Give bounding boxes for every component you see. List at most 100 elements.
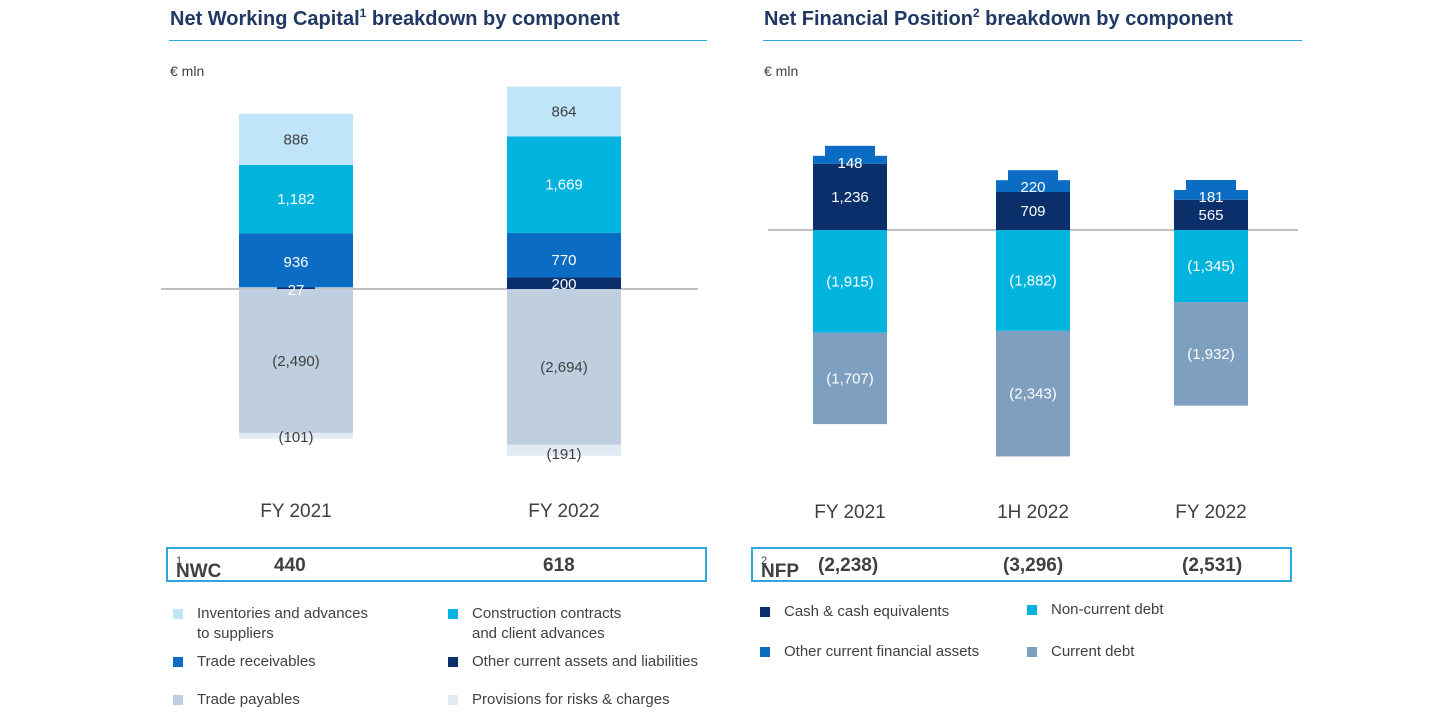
nfp-summary-label-footnote: 2 — [761, 555, 768, 567]
legend-swatch-icon — [448, 609, 458, 619]
data-label-cash-cash-equivalents: 565 — [1198, 207, 1223, 224]
category-label-fy-2021: FY 2021 — [814, 502, 885, 523]
nfp-summary-label-text: NFP — [761, 561, 799, 582]
nwc-panel: Net Working Capital1 breakdown by compon… — [161, 6, 707, 708]
bar-segment-non-current-debt — [813, 230, 887, 333]
nwc-legend-label: Inventories and advances to suppliers — [197, 604, 368, 644]
bar-segment-inventories-and-advances-to-suppliers — [507, 86, 621, 137]
data-label-inventories-and-advances-to-suppliers: 864 — [551, 103, 576, 120]
nwc-summary-label: NWC 1 — [176, 555, 221, 582]
bar-segment-other-current-financial-assets — [1174, 190, 1248, 200]
legend-line-2: and client advances — [472, 625, 605, 642]
nwc-summary-label-footnote: 1 — [176, 555, 183, 567]
bar-segment-trade-receivables — [239, 233, 353, 288]
nwc-summary-label-text: NWC — [176, 561, 222, 582]
bar-segment-other-current-financial-assets — [996, 180, 1070, 192]
nwc-title-rule — [169, 40, 707, 41]
data-label-other-current-financial-assets: 220 — [1020, 179, 1045, 196]
bar-segment-trade-payables — [507, 289, 621, 445]
nfp-summary-value-1h2022: (3,296) — [1003, 555, 1064, 576]
data-label-provisions-for-risks-charges: (101) — [278, 429, 313, 446]
nwc-chart-title: Net Working Capital1 breakdown by compon… — [170, 6, 620, 31]
legend-swatch-icon — [1027, 647, 1037, 657]
bar-segment-tab-other-current-financial-assets — [825, 145, 875, 162]
data-label-cash-cash-equivalents: 1,236 — [831, 189, 869, 206]
nwc-title-suffix: breakdown by component — [366, 8, 620, 30]
bar-segment-other-current-assets-and-liabilities — [507, 277, 621, 289]
bar-segment-current-debt — [813, 332, 887, 425]
legend-line-1: Inventories and advances — [197, 605, 368, 622]
legend-swatch-icon — [173, 609, 183, 619]
nwc-title-text: Net Working Capital — [170, 8, 360, 30]
bar-segment-construction-contracts-and-client-advances — [239, 165, 353, 234]
bar-segment-provisions-for-risks-charges — [507, 444, 621, 456]
data-label-trade-receivables: 770 — [551, 252, 576, 269]
nfp-legend-label: Other current financial assets — [784, 643, 980, 660]
nfp-stacked-bar-chart: 1,236 148 (1,915) (1,707) FY 2021 709 220 (1,88… — [768, 145, 1298, 523]
nfp-title-text: Net Financial Position — [764, 8, 973, 30]
nfp-chart-title: Net Financial Position2 breakdown by com… — [764, 6, 1233, 31]
bar-segment-provisions-for-risks-charges — [239, 432, 353, 439]
nfp-summary-box: NFP 2 (2,238) (3,296) (2,531) — [751, 547, 1292, 582]
nwc-legend-label: Provisions for risks & charges — [472, 691, 670, 708]
bar-segment-inventories-and-advances-to-suppliers — [239, 113, 353, 166]
data-label-non-current-debt: (1,915) — [826, 273, 874, 290]
data-label-non-current-debt: (1,882) — [1009, 272, 1057, 289]
nwc-summary-value-fy2022: 618 — [543, 555, 575, 576]
data-label-provisions-for-risks-charges: (191) — [546, 446, 581, 463]
bar-segment-cash-cash-equivalents — [1174, 199, 1248, 230]
nwc-legend-label: Trade payables — [197, 691, 300, 708]
nfp-title-rule — [763, 40, 1302, 41]
legend-line-2: to suppliers — [197, 625, 274, 642]
nfp-unit-label: € mln — [764, 63, 799, 79]
nfp-panel: Net Financial Position2 breakdown by com… — [720, 0, 1440, 723]
data-label-non-current-debt: (1,345) — [1187, 258, 1235, 275]
bar-segment-trade-payables — [239, 289, 353, 433]
data-label-other-current-assets-and-liabilities: 200 — [551, 276, 576, 293]
bar-segment-cash-cash-equivalents — [813, 163, 887, 230]
legend-swatch-icon — [448, 657, 458, 667]
legend-swatch-icon — [173, 657, 183, 667]
legend-swatch-icon — [173, 695, 183, 705]
category-label-fy-2022: FY 2022 — [528, 501, 599, 522]
nfp-legend-label: Non-current debt — [1051, 601, 1164, 618]
bar-segment-non-current-debt — [996, 230, 1070, 331]
bar-segment-trade-receivables — [507, 232, 621, 278]
data-label-current-debt: (2,343) — [1009, 386, 1057, 403]
bar-segment-non-current-debt — [1174, 230, 1248, 303]
bar-segment-current-debt — [1174, 302, 1248, 406]
legend-line-1: Construction contracts — [472, 605, 622, 622]
nwc-summary-value-fy2021: 440 — [274, 555, 306, 576]
nfp-legend-label: Current debt — [1051, 643, 1135, 660]
category-label-fy-2021: FY 2021 — [260, 501, 331, 522]
nwc-stacked-bar-chart: 27 936 1,182 886 (2,490) (101) FY 2021 200 770 1,… — [161, 86, 698, 522]
bar-segment-cash-cash-equivalents — [996, 191, 1070, 230]
data-label-cash-cash-equivalents: 709 — [1020, 203, 1045, 220]
data-label-inventories-and-advances-to-suppliers: 886 — [283, 131, 308, 148]
nwc-legend-label: Construction contracts and client advance… — [472, 604, 621, 644]
legend-swatch-icon — [760, 647, 770, 657]
category-label-fy-2022: FY 2022 — [1175, 502, 1246, 523]
data-label-trade-payables: (2,694) — [540, 359, 588, 376]
data-label-trade-receivables: 936 — [283, 254, 308, 271]
bar-segment-construction-contracts-and-client-advances — [507, 136, 621, 233]
data-label-other-current-assets-and-liabilities: 27 — [288, 282, 305, 299]
nfp-summary-value-fy2021: (2,238) — [818, 555, 879, 576]
legend-swatch-icon — [448, 695, 458, 705]
data-label-other-current-financial-assets: 148 — [837, 155, 862, 172]
category-label-1h-2022: 1H 2022 — [997, 502, 1069, 523]
nwc-unit-label: € mln — [170, 63, 205, 79]
nwc-title-footnote: 1 — [359, 6, 367, 20]
nwc-legend-label: Other current assets and liabilities — [472, 653, 698, 670]
legend-swatch-icon — [760, 607, 770, 617]
data-label-construction-contracts-and-client-advances: 1,182 — [277, 191, 315, 208]
nwc-summary-box: NWC 1 440 618 — [166, 547, 707, 582]
data-label-trade-payables: (2,490) — [272, 353, 320, 370]
nfp-legend-label: Cash & cash equivalents — [784, 603, 950, 620]
data-label-current-debt: (1,932) — [1187, 346, 1235, 363]
nfp-title-footnote: 2 — [972, 6, 980, 20]
data-label-current-debt: (1,707) — [826, 370, 874, 387]
nfp-summary-label: NFP 2 — [761, 555, 799, 582]
bar-segment-current-debt — [996, 330, 1070, 457]
nfp-title-suffix: breakdown by component — [979, 8, 1233, 30]
